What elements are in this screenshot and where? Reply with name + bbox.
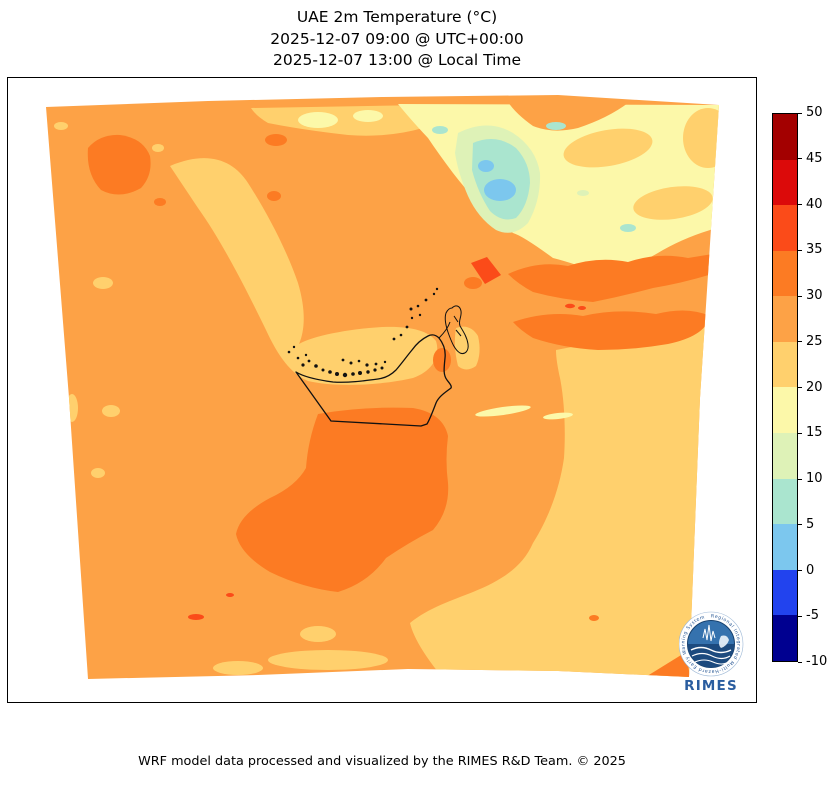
colorbar-tick-label: 35 xyxy=(806,242,823,258)
colorbar-tick-mark xyxy=(798,296,802,297)
colorbar-tick-label: 40 xyxy=(806,197,823,213)
cold-dot xyxy=(620,224,636,232)
colorbar-segment xyxy=(773,114,797,160)
colorbar-segment xyxy=(773,251,797,297)
colorbar-segment xyxy=(773,205,797,251)
colorbar-segment xyxy=(773,570,797,616)
colorbar-tick-mark xyxy=(798,341,802,342)
colorbar-tick-mark xyxy=(798,479,802,480)
colorbar-tick-label: 10 xyxy=(806,471,823,487)
colorbar-segment xyxy=(773,387,797,433)
rimes-logo: Regional Integrated Multi-Hazard Early W… xyxy=(679,610,745,700)
colorbar-tick-mark xyxy=(798,250,802,251)
coldest-patch xyxy=(478,160,494,172)
title-line-3: 2025-12-07 13:00 @ Local Time xyxy=(0,50,794,72)
colorbar xyxy=(772,113,798,662)
colorbar-tick-label: 5 xyxy=(806,517,814,533)
colorbar-tick-mark xyxy=(798,616,802,617)
map-svg xyxy=(8,78,756,702)
colorbar-tick-label: 30 xyxy=(806,288,823,304)
colorbar-tick-mark xyxy=(798,524,802,525)
title-line-1: UAE 2m Temperature (°C) xyxy=(0,7,794,29)
colorbar-segment xyxy=(773,433,797,479)
colorbar-tick-label: 25 xyxy=(806,334,823,350)
tan-patch xyxy=(213,661,263,675)
colorbar-tick-label: 50 xyxy=(806,105,823,121)
colorbar-tick-mark xyxy=(798,158,802,159)
colorbar-tick-mark xyxy=(798,387,802,388)
title-line-2: 2025-12-07 09:00 @ UTC+00:00 xyxy=(0,29,794,51)
pale-patch xyxy=(353,110,383,122)
colorbar-tick-label: 20 xyxy=(806,380,823,396)
footer-credit: WRF model data processed and visualized … xyxy=(0,754,764,769)
tan-patch xyxy=(683,108,733,168)
rimes-logo-wordmark: RIMES xyxy=(684,678,738,694)
colorbar-segment xyxy=(773,479,797,525)
coldest-patch xyxy=(484,179,516,201)
colorbar-segment xyxy=(773,160,797,206)
tan-patch xyxy=(268,650,388,670)
cold-dot xyxy=(432,126,448,134)
plot-title: UAE 2m Temperature (°C) 2025-12-07 09:00… xyxy=(0,7,794,72)
colorbar-segment xyxy=(773,615,797,661)
colorbar-segment xyxy=(773,524,797,570)
colorbar-tick-label: 15 xyxy=(806,425,823,441)
colorbar-tick-mark xyxy=(798,113,802,114)
cool-dot xyxy=(577,190,589,196)
colorbar-tick-label: 45 xyxy=(806,151,823,167)
colorbar-segment xyxy=(773,296,797,342)
figure-canvas: UAE 2m Temperature (°C) 2025-12-07 09:00… xyxy=(0,0,840,788)
colorbar-tick-label: 0 xyxy=(806,563,814,579)
colorbar-segment xyxy=(773,342,797,388)
rimes-logo-svg: Regional Integrated Multi-Hazard Early W… xyxy=(679,610,745,696)
map-axes xyxy=(7,77,757,703)
colorbar-tick-label: -5 xyxy=(806,608,819,624)
colorbar-tick-mark xyxy=(798,204,802,205)
temperature-field xyxy=(8,78,756,702)
colorbar-tick-mark xyxy=(798,662,802,663)
cold-dot xyxy=(546,122,566,130)
colorbar-tick-label: -10 xyxy=(806,654,827,670)
pale-patch xyxy=(298,112,338,128)
colorbar-tick-mark xyxy=(798,433,802,434)
colorbar-tick-mark xyxy=(798,570,802,571)
